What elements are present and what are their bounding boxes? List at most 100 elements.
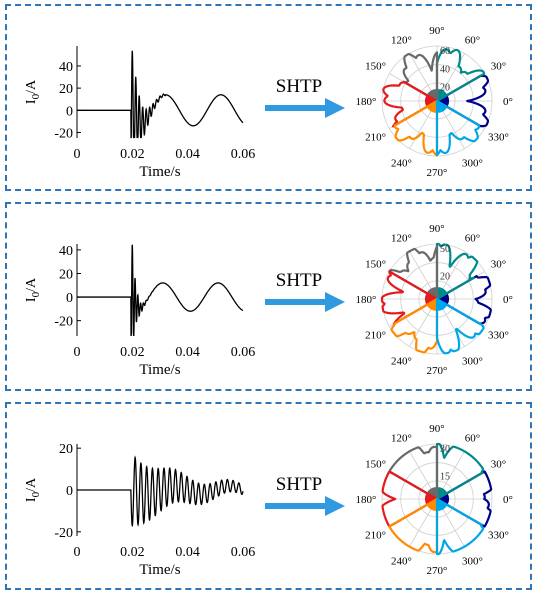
x-tick-label-1: 0.02 <box>120 345 145 360</box>
polar-radial-label-0: 20 <box>440 83 450 94</box>
x-axis-ticks: 0 0.02 0.04 0.06 <box>74 545 256 560</box>
transform-arrow <box>265 292 345 312</box>
polar-sector-trace-0 <box>435 74 490 128</box>
polar-sector-wedge-2 <box>426 89 437 101</box>
polar-sector-wedge-5 <box>437 101 448 113</box>
polar-angle-label-5: 150° <box>365 61 386 73</box>
polar-angle-label-3: 90° <box>429 223 444 235</box>
panel-2: -20 0 20 40 0 0.02 0.04 0.06 I0/A Time/s SHTP … <box>5 202 532 391</box>
polar-plot-2: 0° 30° 60° 90° 120° 150° 180° 210° 240° 270° 300° 3… <box>356 223 513 377</box>
x-tick-label-2: 0.04 <box>175 147 200 162</box>
polar-angle-label-8: 240° <box>391 555 412 567</box>
x-axis-label: Time/s <box>139 362 180 378</box>
panel-3: -20 0 20 0 0.02 0.04 0.06 I0/A Time/s SHTP 0°… <box>5 402 532 590</box>
y-axis-ticks: -20 0 20 40 <box>54 244 81 330</box>
polar-angle-label-6: 180° <box>356 96 377 108</box>
polar-angle-label-10: 300° <box>462 157 483 169</box>
polar-angle-label-9: 270° <box>427 365 448 377</box>
polar-angle-label-2: 60° <box>465 433 480 445</box>
polar-sector-wedge-2 <box>426 487 437 499</box>
polar-angle-label-11: 330° <box>488 530 509 542</box>
polar-angle-label-1: 30° <box>491 259 506 271</box>
polar-sector-wedge-3 <box>425 493 437 505</box>
polar-sector-trace-4 <box>388 497 439 554</box>
y-axis-label: I0/A <box>24 477 42 502</box>
y-axis-label: I0/A <box>24 79 42 104</box>
polar-sector-wedge-0 <box>437 293 449 305</box>
polar-angle-label-7: 210° <box>365 530 386 542</box>
polar-angle-label-11: 330° <box>488 132 509 144</box>
polar-sector-trace-5 <box>435 99 481 157</box>
x-tick-label-0: 0 <box>74 345 81 360</box>
y-tick-label-2: 20 <box>59 82 73 97</box>
polar-angle-label-1: 30° <box>491 61 506 73</box>
polar-sector-trace-1 <box>435 442 485 501</box>
polar-sector-trace-4 <box>390 297 439 354</box>
y-tick-label-1: 0 <box>66 104 73 119</box>
polar-sector-trace-0 <box>435 275 492 325</box>
y-tick-label-2: 20 <box>59 267 73 282</box>
polar-plot-1: 0° 30° 60° 90° 120° 150° 180° 210° 240° 270° 300° 3… <box>356 25 513 179</box>
polar-sector-trace-2 <box>402 51 439 103</box>
polar-angle-label-7: 210° <box>365 330 386 342</box>
polar-sector-trace-3 <box>382 81 439 128</box>
polar-angle-label-4: 120° <box>391 35 412 47</box>
shtp-label: SHTP <box>275 76 323 97</box>
y-tick-label-3: 40 <box>59 60 73 75</box>
polar-sector-wedge-1 <box>437 487 448 499</box>
shtp-label: SHTP <box>275 270 323 291</box>
polar-angle-label-5: 150° <box>365 259 386 271</box>
polar-angle-label-2: 60° <box>465 233 480 245</box>
polar-angle-label-0: 0° <box>503 494 513 506</box>
polar-angle-label-1: 30° <box>491 459 506 471</box>
x-tick-label-3: 0.06 <box>231 545 256 560</box>
x-tick-label-0: 0 <box>74 147 81 162</box>
polar-sector-trace-1 <box>435 242 479 301</box>
y-tick-label-3: 40 <box>59 244 73 259</box>
y-tick-label-0: -20 <box>54 126 73 141</box>
polar-angle-label-8: 240° <box>391 355 412 367</box>
polar-sector-wedge-4 <box>426 299 437 311</box>
polar-radial-label-1: 40 <box>440 64 450 75</box>
polar-sector-wedge-1 <box>437 89 448 101</box>
x-axis-ticks: 0 0.02 0.04 0.06 <box>74 147 256 162</box>
polar-sector-trace-5 <box>435 497 485 556</box>
polar-radial-label-0: 20 <box>440 272 450 283</box>
x-tick-label-0: 0 <box>74 545 81 560</box>
polar-radial-label-1: 30 <box>440 444 450 455</box>
polar-angle-label-8: 240° <box>391 157 412 169</box>
polar-sector-wedge-4 <box>426 101 437 113</box>
transform-arrow <box>265 496 345 516</box>
y-tick-label-2: 20 <box>59 442 73 457</box>
polar-sector-wedge-3 <box>425 95 437 107</box>
polar-angle-label-5: 150° <box>365 459 386 471</box>
y-tick-label-1: 0 <box>66 291 73 306</box>
polar-sector-wedge-5 <box>437 299 448 311</box>
y-axis-label: I0/A <box>24 277 42 302</box>
polar-angle-label-6: 180° <box>356 494 377 506</box>
polar-angle-label-9: 270° <box>427 167 448 179</box>
polar-sector-trace-4 <box>393 99 439 157</box>
polar-angle-label-10: 300° <box>462 555 483 567</box>
transform-arrow <box>265 98 345 118</box>
polar-angle-label-0: 0° <box>503 96 513 108</box>
polar-sector-wedge-1 <box>437 287 448 299</box>
polar-sector-trace-2 <box>388 445 439 501</box>
y-tick-label-0: -20 <box>54 315 73 330</box>
polar-radial-label-1: 50 <box>440 244 450 255</box>
polar-sector-wedge-0 <box>437 95 449 107</box>
polar-sector-wedge-3 <box>425 293 437 305</box>
x-axis-label: Time/s <box>139 562 180 578</box>
polar-angle-label-4: 120° <box>391 233 412 245</box>
current-waveform <box>77 244 244 337</box>
x-axis-label: Time/s <box>139 164 180 180</box>
x-tick-label-1: 0.02 <box>120 545 145 560</box>
polar-radial-label-0: 15 <box>440 472 450 483</box>
polar-angle-label-4: 120° <box>391 433 412 445</box>
shtp-label: SHTP <box>275 474 323 495</box>
x-tick-label-3: 0.06 <box>231 345 256 360</box>
polar-sector-wedge-0 <box>437 493 449 505</box>
